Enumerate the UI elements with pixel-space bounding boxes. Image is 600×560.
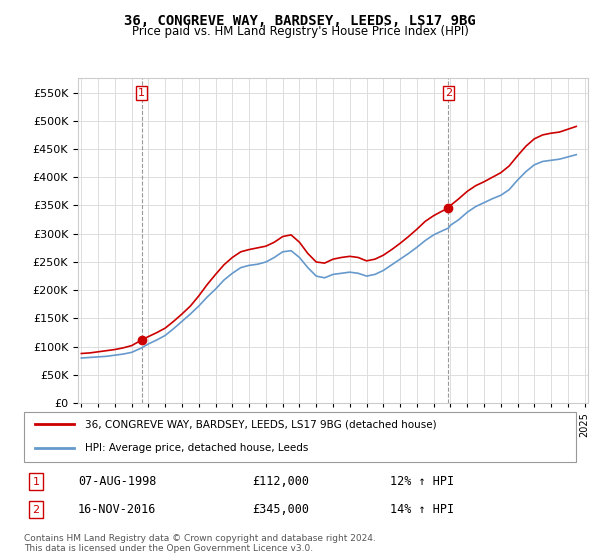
Text: 16-NOV-2016: 16-NOV-2016	[78, 503, 157, 516]
Text: 07-AUG-1998: 07-AUG-1998	[78, 475, 157, 488]
Text: 36, CONGREVE WAY, BARDSEY, LEEDS, LS17 9BG: 36, CONGREVE WAY, BARDSEY, LEEDS, LS17 9…	[124, 14, 476, 28]
Text: 36, CONGREVE WAY, BARDSEY, LEEDS, LS17 9BG (detached house): 36, CONGREVE WAY, BARDSEY, LEEDS, LS17 9…	[85, 419, 436, 429]
Text: £112,000: £112,000	[252, 475, 309, 488]
Text: 1: 1	[138, 88, 145, 98]
Text: Contains HM Land Registry data © Crown copyright and database right 2024.
This d: Contains HM Land Registry data © Crown c…	[24, 534, 376, 553]
Text: 14% ↑ HPI: 14% ↑ HPI	[390, 503, 454, 516]
Text: 12% ↑ HPI: 12% ↑ HPI	[390, 475, 454, 488]
Text: 1: 1	[32, 477, 40, 487]
Text: HPI: Average price, detached house, Leeds: HPI: Average price, detached house, Leed…	[85, 443, 308, 453]
Text: £345,000: £345,000	[252, 503, 309, 516]
Text: 2: 2	[32, 505, 40, 515]
FancyBboxPatch shape	[24, 412, 576, 462]
Text: 2: 2	[445, 88, 452, 98]
Text: Price paid vs. HM Land Registry's House Price Index (HPI): Price paid vs. HM Land Registry's House …	[131, 25, 469, 38]
